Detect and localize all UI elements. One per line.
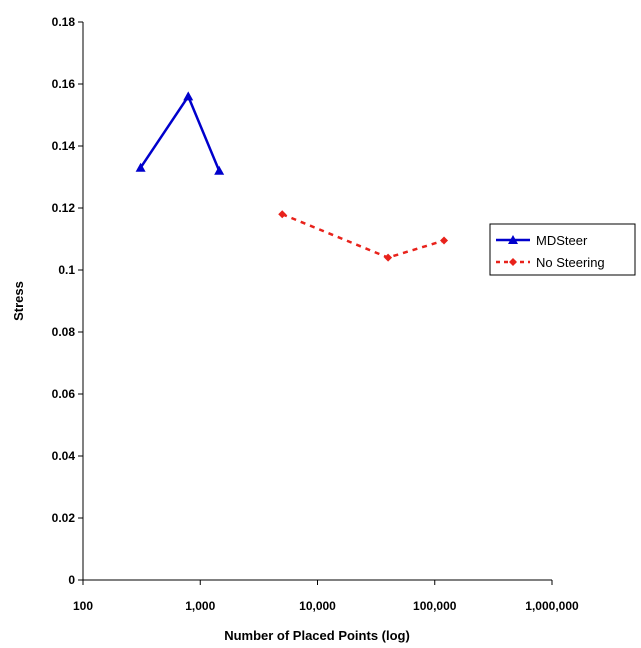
legend-swatch-marker — [509, 258, 517, 266]
y-tick-label: 0.08 — [52, 325, 76, 339]
y-axis-title: Stress — [11, 281, 26, 321]
series-no-steering — [278, 210, 449, 262]
y-tick-label: 0.04 — [52, 449, 76, 463]
legend-swatch-marker — [508, 235, 518, 244]
no-steering-line — [281, 213, 445, 259]
mdsteer-point — [183, 91, 194, 101]
y-tick-label: 0.02 — [52, 511, 76, 525]
x-tick-label: 10,000 — [299, 599, 336, 613]
no-steering-point — [440, 236, 449, 245]
x-axis-title: Number of Placed Points (log) — [224, 628, 410, 643]
legend: MDSteer No Steering — [489, 223, 636, 276]
y-tick-label: 0.06 — [52, 387, 76, 401]
y-tick-label: 0.14 — [52, 139, 76, 153]
x-tick-label: 100 — [73, 599, 93, 613]
legend-entry-mdsteer: MDSteer — [496, 233, 588, 248]
y-tick-label: 0.12 — [52, 201, 76, 215]
legend-label: No Steering — [536, 255, 605, 270]
x-ticks: 100 1,000 10,000 100,000 1,000,000 — [73, 580, 579, 613]
x-tick-label: 1,000 — [185, 599, 215, 613]
mdsteer-point — [135, 162, 146, 172]
legend-entries: MDSteer No Steering — [496, 233, 605, 270]
mdsteer-point — [214, 165, 225, 175]
x-tick-label: 100,000 — [413, 599, 457, 613]
legend-entry-no-steering: No Steering — [496, 255, 605, 270]
series-layer — [135, 91, 449, 262]
y-ticks: 0 0.02 0.04 0.06 0.08 0.1 0.12 0.14 0.16 0.18 — [52, 15, 83, 587]
y-tick-label: 0.1 — [58, 263, 75, 277]
y-tick-label: 0.16 — [52, 77, 76, 91]
no-steering-point — [384, 253, 393, 262]
legend-box — [489, 223, 636, 276]
series-mdsteer — [135, 91, 225, 175]
y-tick-label: 0.18 — [52, 15, 76, 29]
axes — [82, 22, 552, 581]
no-steering-point — [278, 210, 287, 219]
mdsteer-line — [139, 93, 221, 172]
x-tick-label: 1,000,000 — [525, 599, 579, 613]
legend-label: MDSteer — [536, 233, 588, 248]
y-tick-label: 0 — [68, 573, 75, 587]
